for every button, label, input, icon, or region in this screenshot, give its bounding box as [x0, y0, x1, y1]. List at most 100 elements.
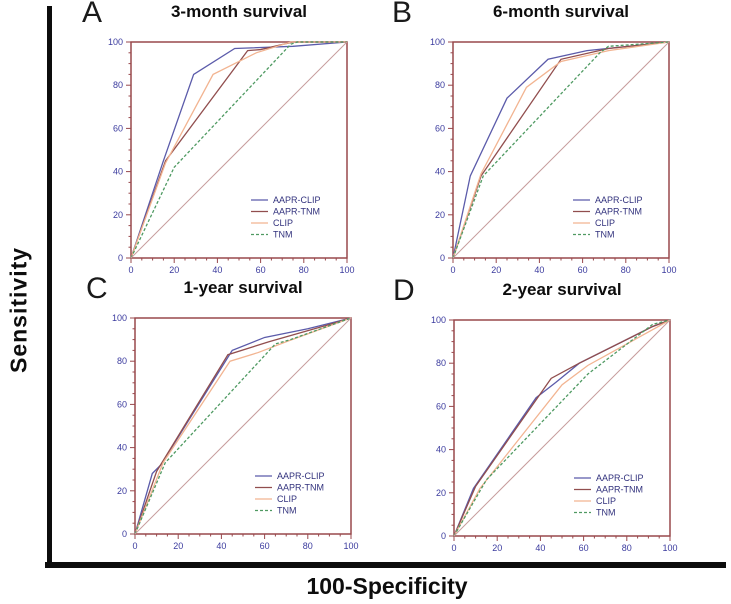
legend-label-aapr-clip: AAPR-CLIP: [277, 471, 325, 481]
y-tick-label: 60: [435, 123, 445, 133]
panel-letter-a: A: [82, 0, 103, 29]
roc-curve-tnm: [453, 319, 671, 537]
y-tick-label: 100: [112, 313, 127, 323]
panel-title-6-month: 6-month survival: [492, 2, 630, 21]
x-tick-label: 60: [578, 265, 588, 275]
panel-title-3-month: 3-month survival: [170, 2, 308, 21]
legend-label-clip: CLIP: [596, 496, 616, 506]
x-tick-label: 20: [492, 543, 502, 553]
roc-curve-clip: [453, 319, 671, 537]
legend-label-clip: CLIP: [595, 218, 615, 228]
legend-label-aapr-clip: AAPR-CLIP: [595, 195, 643, 205]
y-tick-label: 100: [431, 315, 446, 325]
roc-curve-tnm: [130, 41, 347, 259]
x-tick-label: 0: [450, 265, 455, 275]
y-tick-label: 60: [436, 401, 446, 411]
y-tick-label: 80: [435, 80, 445, 90]
x-tick-label: 20: [169, 265, 179, 275]
x-tick-label: 100: [343, 541, 358, 551]
x-tick-label: 60: [260, 541, 270, 551]
y-tick-label: 40: [435, 167, 445, 177]
outer-x-axis-line: [45, 562, 726, 568]
roc-plot-3-month: 00 20 20 40 40 60 60 80 80 100 100 AAPR-CLIP AAPR-TN…: [108, 37, 355, 275]
y-tick-label: 0: [441, 531, 446, 541]
y-tick-label: 20: [113, 210, 123, 220]
y-tick-label: 0: [122, 529, 127, 539]
y-tick-label: 0: [440, 253, 445, 263]
x-tick-label: 20: [491, 265, 501, 275]
outer-y-axis-line: [47, 6, 52, 563]
legend-label-clip: CLIP: [273, 218, 293, 228]
y-tick-label: 40: [436, 445, 446, 455]
legend-label-aapr-clip: AAPR-CLIP: [273, 195, 321, 205]
roc-curve-clip: [452, 41, 670, 259]
panel-6-month-survival: B 6-month survival 0 0 20 20 40 40 60 60 80 80 100…: [382, 0, 694, 276]
x-tick-label: 0: [451, 543, 456, 553]
y-tick-label: 40: [117, 443, 127, 453]
x-tick-label: 0: [128, 265, 133, 275]
panel-3-month-survival: A 3-month survival 0 0 20 20 40 40 60 60 80 80 100…: [60, 0, 372, 276]
y-tick-label: 60: [117, 399, 127, 409]
x-tick-label: 80: [303, 541, 313, 551]
y-tick-label: 20: [436, 488, 446, 498]
y-axis-title: Sensitivity: [5, 246, 32, 374]
roc-curve-tnm: [134, 317, 352, 535]
x-tick-label: 40: [534, 265, 544, 275]
y-tick-label: 20: [117, 486, 127, 496]
legend-label-tnm: TNM: [595, 230, 615, 240]
y-tick-label: 80: [436, 358, 446, 368]
legend-label-clip: CLIP: [277, 494, 297, 504]
x-tick-label: 0: [132, 541, 137, 551]
roc-curve-aapr-clip: [452, 41, 670, 259]
roc-curve-reference: [453, 319, 671, 537]
y-tick-label: 20: [435, 210, 445, 220]
x-tick-label: 40: [535, 543, 545, 553]
roc-curve-tnm: [452, 41, 670, 259]
legend-label-aapr-clip: AAPR-CLIP: [596, 473, 644, 483]
roc-curve-aapr-clip: [134, 317, 352, 535]
legend-label-aapr-tnm: AAPR-TNM: [277, 483, 324, 493]
roc-plot-2-year: 00 20 20 40 40 60 60 80 80 100 100 AAPR-CLIP AAPR-TN…: [431, 315, 678, 553]
legend-label-aapr-tnm: AAPR-TNM: [595, 207, 642, 217]
x-tick-label: 80: [622, 543, 632, 553]
panel-2-year-survival: D 2-year survival 0 0 20 20 40 40 60 60 80 80 100 1…: [383, 274, 695, 554]
x-tick-label: 80: [299, 265, 309, 275]
roc-curve-reference: [134, 317, 352, 535]
y-tick-label: 100: [430, 37, 445, 47]
panel-letter-d: D: [393, 274, 415, 307]
legend-label-tnm: TNM: [596, 508, 616, 518]
x-tick-label: 100: [661, 265, 676, 275]
y-tick-label: 80: [113, 80, 123, 90]
x-tick-label: 100: [339, 265, 354, 275]
x-tick-label: 100: [662, 543, 677, 553]
roc-curve-clip: [130, 41, 347, 259]
y-tick-label: 100: [108, 37, 123, 47]
y-tick-label: 0: [118, 253, 123, 263]
panel-letter-b: B: [392, 0, 413, 29]
panel-title-1-year: 1-year survival: [183, 278, 303, 297]
roc-plot-6-month: 00 20 20 40 40 60 60 80 80 100 100 AAPR-CLIP AAPR-TN…: [430, 37, 677, 275]
x-tick-label: 60: [256, 265, 266, 275]
x-tick-label: 60: [579, 543, 589, 553]
roc-curve-aapr-clip: [130, 41, 348, 259]
roc-curve-reference: [452, 41, 670, 259]
x-axis-title: 100-Specificity: [306, 573, 468, 599]
roc-curve-aapr-tnm: [134, 317, 352, 535]
y-tick-label: 40: [113, 167, 123, 177]
x-tick-label: 80: [621, 265, 631, 275]
panel-title-2-year: 2-year survival: [502, 280, 622, 299]
roc-plot-1-year: 00 20 20 40 40 60 60 80 80 100 100 AAPR-CLIP AAPR-TN…: [112, 313, 359, 551]
x-tick-label: 20: [173, 541, 183, 551]
panel-letter-c: C: [86, 272, 108, 305]
legend-label-aapr-tnm: AAPR-TNM: [273, 207, 320, 217]
legend-label-tnm: TNM: [277, 506, 297, 516]
panel-1-year-survival: C 1-year survival 0 0 20 20 40 40 60 60 80 80 100 1…: [64, 272, 376, 552]
x-tick-label: 40: [212, 265, 222, 275]
legend-label-tnm: TNM: [273, 230, 293, 240]
y-tick-label: 60: [113, 123, 123, 133]
legend-label-aapr-tnm: AAPR-TNM: [596, 485, 643, 495]
roc-curve-reference: [130, 41, 348, 259]
roc-curve-aapr-tnm: [453, 319, 671, 537]
y-tick-label: 80: [117, 356, 127, 366]
